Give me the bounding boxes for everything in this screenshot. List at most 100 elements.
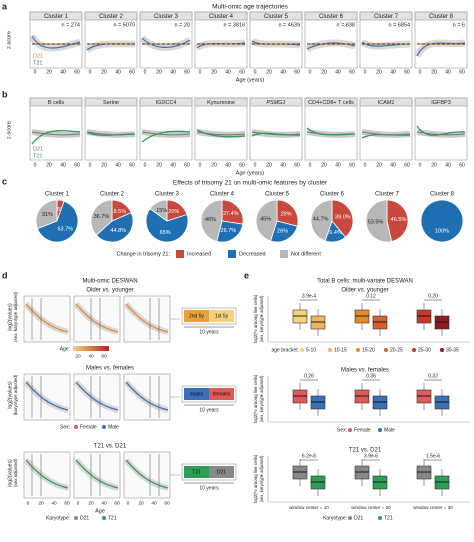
legend-title: age bracket:	[271, 347, 299, 353]
x-tick-label: 0	[77, 500, 80, 506]
y-axis-label: (sex, karyotype adjusted)	[259, 295, 264, 342]
trend-curve	[251, 132, 301, 137]
window-label: males	[190, 391, 204, 397]
box-plot	[416, 389, 432, 404]
trend-curve	[125, 381, 169, 411]
x-tick-label: 20	[101, 69, 107, 75]
y-axis-label: (karyotype adjusted)	[13, 374, 18, 415]
x-tick-label: 60	[184, 69, 190, 75]
cluster-n: n = 20	[175, 22, 190, 28]
span-label: 10 years	[199, 407, 219, 413]
x-tick-label: 20	[321, 162, 327, 168]
legend-label: D21	[80, 515, 89, 521]
x-tick-label: 60	[74, 162, 80, 168]
trend-curve	[306, 42, 356, 50]
trend-curve	[416, 125, 466, 136]
x-tick-label: 20	[46, 162, 52, 168]
legend-label: 15-20	[362, 347, 375, 353]
pie-slice	[331, 199, 354, 238]
trend-curve	[25, 303, 69, 333]
box-plot	[372, 315, 388, 330]
trend-curve	[75, 459, 119, 489]
window-label: D21	[217, 469, 226, 475]
x-tick-label: 40	[170, 162, 176, 168]
pie-slice	[35, 199, 58, 230]
data-label: 26.7%	[221, 228, 237, 234]
trend-curve	[141, 130, 191, 143]
x-tick-label: 0	[199, 162, 202, 168]
p-value: 3.9e-4	[302, 293, 316, 299]
x-axis-label: Age (years)	[236, 77, 265, 83]
y-axis-label: (sex, karyotype adjusted)	[259, 455, 264, 502]
row-heading: Males vs. females	[86, 366, 134, 372]
x-tick-label: 40	[280, 69, 286, 75]
x-tick-label: 60	[129, 162, 135, 168]
x-tick-label: 0	[27, 500, 30, 506]
legend-dot	[300, 348, 304, 352]
data-label: 26%	[277, 229, 288, 235]
legend-label: Female	[354, 427, 371, 433]
legend-label: Not different	[291, 251, 321, 257]
x-tick-label: 60	[239, 162, 245, 168]
x-tick-label: 20	[266, 162, 272, 168]
x-tick-label: 20	[88, 500, 94, 506]
legend-label: 10-15	[334, 347, 347, 353]
cluster-name: Cluster 3	[154, 14, 179, 20]
trend-curve	[306, 127, 356, 136]
box-plot	[416, 309, 432, 324]
window-label: window center = 30	[413, 505, 453, 510]
feature-name: Serine	[103, 100, 119, 106]
x-tick-label: 20	[376, 162, 382, 168]
p-value: 0.20	[428, 293, 438, 299]
x-tick-label: 40	[60, 69, 66, 75]
data-label: 5.5%	[53, 207, 66, 213]
x-tick-label: 0	[199, 69, 202, 75]
legend-dot	[348, 428, 352, 432]
x-tick-label: 60	[129, 69, 135, 75]
x-tick-label: 60	[349, 69, 355, 75]
p-value: 3.9e-6	[364, 453, 378, 459]
panel-letter: c	[2, 176, 7, 186]
trend-curve	[75, 303, 119, 333]
pie-title: Cluster 2	[100, 192, 125, 198]
panel-box	[304, 97, 358, 161]
row-heading: Older vs. younger	[341, 288, 388, 294]
window-label: 2nd 5y	[189, 313, 205, 319]
window-half	[209, 310, 234, 322]
x-tick-label: 60	[459, 162, 465, 168]
cluster-n: n = 6	[453, 22, 465, 28]
legend-label: D21	[33, 53, 43, 59]
x-tick-label: 0	[34, 162, 37, 168]
x-tick-label: 60	[294, 69, 300, 75]
window-half	[184, 466, 209, 478]
x-tick-label: 60	[164, 500, 170, 506]
trend-curve	[25, 381, 69, 411]
legend-dot	[384, 348, 388, 352]
panel-header	[359, 97, 413, 107]
box-plot	[434, 315, 450, 330]
panel-box	[359, 97, 413, 161]
pie-slice	[95, 212, 134, 243]
cluster-name: Cluster 4	[209, 14, 234, 20]
y-axis-label: (sex adjusted)	[13, 458, 18, 487]
row-heading: Males vs. females	[341, 368, 389, 374]
legend-dot	[378, 428, 382, 432]
legend-dot	[440, 348, 444, 352]
x-axis-label: Age	[95, 508, 105, 514]
x-tick-label: 40	[445, 69, 451, 75]
x-tick-label: 0	[309, 69, 312, 75]
window-label: T21	[192, 469, 201, 475]
panel-header	[84, 97, 138, 107]
cluster-name: Cluster 5	[264, 14, 289, 20]
data-label: 53.5%	[368, 220, 384, 226]
x-tick-label: 0	[419, 162, 422, 168]
legend-dot	[412, 348, 416, 352]
x-tick-label: 20	[46, 69, 52, 75]
x-tick-label: 40	[390, 162, 396, 168]
x-tick-label: 60	[404, 162, 410, 168]
trend-curve	[125, 303, 169, 333]
legend-label: 5-10	[306, 347, 316, 353]
panel-box	[23, 451, 71, 499]
x-tick-label: 20	[38, 500, 44, 506]
cluster-n: n = 3816	[223, 22, 245, 28]
